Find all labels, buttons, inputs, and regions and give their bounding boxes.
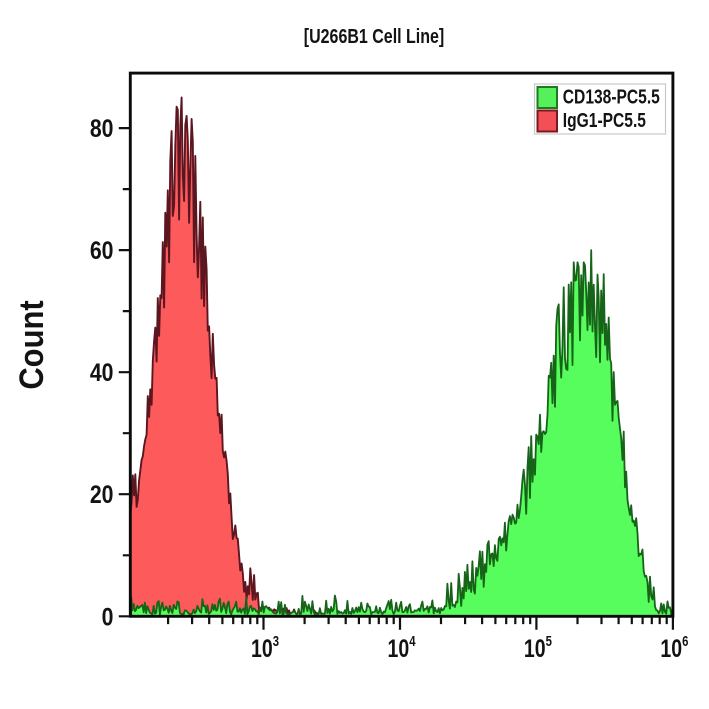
svg-text:CD138-PC5.5: CD138-PC5.5: [563, 86, 660, 108]
svg-text:0: 0: [102, 603, 114, 631]
svg-text:Count: Count: [13, 300, 51, 389]
svg-text:60: 60: [90, 236, 114, 264]
svg-text:[U266B1 Cell Line]: [U266B1 Cell Line]: [304, 25, 444, 47]
svg-text:IgG1-PC5.5: IgG1-PC5.5: [563, 109, 646, 131]
svg-text:20: 20: [90, 481, 114, 509]
svg-text:106: 106: [660, 633, 688, 663]
svg-text:40: 40: [90, 359, 114, 387]
svg-text:80: 80: [90, 114, 114, 142]
